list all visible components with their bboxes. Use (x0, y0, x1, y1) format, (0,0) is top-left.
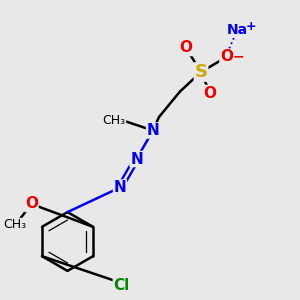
Text: Na: Na (226, 23, 248, 37)
Text: O: O (220, 50, 233, 64)
Text: O: O (179, 40, 193, 56)
Text: N: N (147, 123, 159, 138)
Text: CH₃: CH₃ (102, 113, 126, 127)
Text: −: − (233, 50, 244, 63)
Text: N: N (130, 152, 143, 166)
Text: O: O (25, 196, 38, 211)
Text: Cl: Cl (113, 278, 130, 292)
Text: S: S (194, 63, 208, 81)
Text: N: N (114, 180, 126, 195)
Text: +: + (246, 20, 257, 33)
Text: O: O (203, 85, 217, 100)
Text: CH₃: CH₃ (3, 218, 27, 232)
